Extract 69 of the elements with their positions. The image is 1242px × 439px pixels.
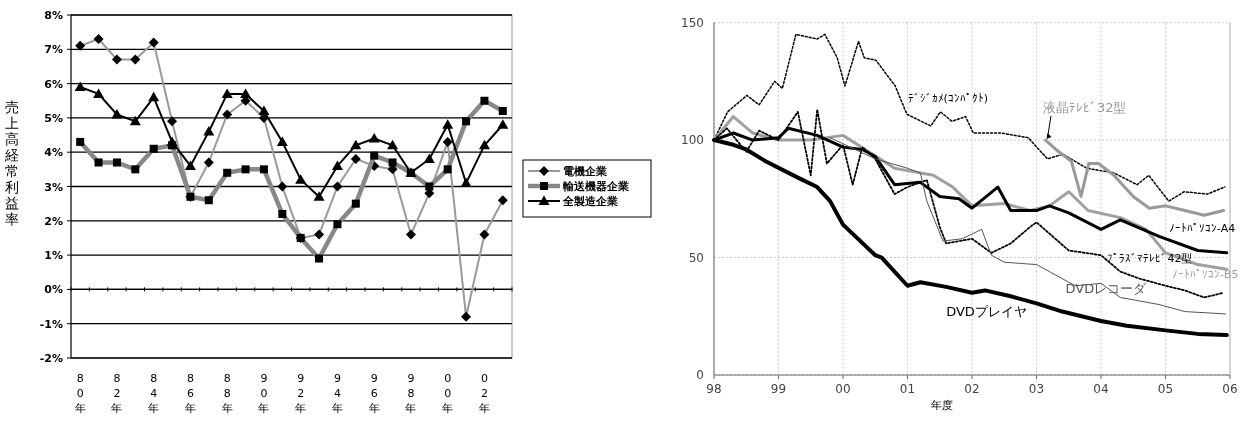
point — [184, 160, 196, 170]
point — [148, 91, 160, 102]
point — [74, 81, 86, 92]
y-tick-label: 0% — [44, 283, 63, 297]
y-tick-label: 4% — [44, 146, 63, 160]
point — [129, 115, 141, 126]
series-label: ﾉｰﾄﾊﾟｿｺﾝ-A4 — [1168, 221, 1236, 235]
y-tick-label: 3% — [44, 180, 63, 194]
y-tick-label: 150 — [681, 15, 704, 30]
x-tick-label: 90年 — [258, 372, 270, 415]
x-tick-label: 01 — [899, 382, 916, 396]
x-tick-label: 84年 — [148, 372, 160, 415]
y-tick-label: -2% — [39, 352, 63, 365]
x-axis-title: 年度 — [931, 399, 953, 412]
x-tick-label: 94年 — [331, 372, 343, 415]
point — [331, 160, 343, 170]
x-tick-label: 96年 — [368, 372, 380, 415]
point — [368, 132, 380, 143]
point — [111, 108, 123, 119]
x-tick-label: 80年 — [74, 372, 86, 415]
point — [295, 174, 307, 184]
series-label: ﾌﾟﾗｽﾞﾏﾃﾚﾋﾞ42型 — [1107, 252, 1193, 266]
x-tick-label: 92年 — [295, 372, 307, 415]
x-tick-label: 88年 — [221, 372, 233, 415]
y-tick-label: 5% — [44, 111, 63, 125]
point — [313, 191, 325, 201]
point — [258, 105, 270, 116]
y-tick-label: 0 — [696, 368, 704, 382]
point — [240, 88, 252, 98]
point — [423, 153, 435, 164]
point — [387, 139, 399, 150]
x-tick-label: 82年 — [111, 372, 123, 415]
y-tick-label: 2% — [44, 214, 63, 228]
x-tick-label: 06 — [1222, 382, 1238, 396]
x-tick-label: 99 — [770, 382, 787, 396]
x-tick-label: 02 — [964, 382, 980, 396]
x-tick-label: 02年 — [478, 372, 490, 415]
x-tick-label: 00年 — [442, 372, 454, 415]
y-axis-title: 売上高経常利益率 — [4, 99, 19, 227]
x-tick-label: 98 — [706, 382, 722, 396]
point — [203, 126, 215, 136]
x-tick-label: 00 — [835, 382, 851, 396]
x-tick-label: 98年 — [405, 372, 417, 415]
y-tick-label: -1% — [39, 317, 63, 331]
x-tick-label: 05 — [1157, 382, 1174, 396]
point — [276, 136, 288, 146]
series-label: ﾉｰﾄﾊﾟｿｺﾝ-B5 — [1171, 267, 1239, 281]
series-label: ﾃﾞｼﾞｶﾒ(ｺﾝﾊﾟｸﾄ) — [907, 92, 989, 106]
y-tick-label: 7% — [44, 43, 63, 57]
x-tick-label: 03 — [1028, 382, 1045, 396]
x-tick-label: 04 — [1093, 382, 1109, 396]
y-tick-label: 6% — [44, 77, 63, 91]
series-label: DVDプレイヤ — [946, 304, 1027, 320]
y-tick-label: 1% — [44, 249, 63, 263]
point — [93, 88, 105, 98]
series-label: 液晶ﾃﾚﾋﾞ32型 — [1042, 99, 1127, 115]
y-tick-label: 100 — [681, 133, 704, 148]
legend-label: 輸送機器企業 — [562, 180, 629, 193]
point — [478, 139, 490, 150]
point — [497, 119, 509, 129]
point — [221, 88, 233, 98]
point — [442, 119, 454, 129]
legend-label: 電機企業 — [563, 165, 607, 178]
x-tick-label: 86年 — [184, 372, 196, 415]
legend-label: 全製造企業 — [562, 195, 618, 208]
point — [166, 136, 178, 146]
y-tick-label: 8% — [44, 9, 63, 22]
y-tick-label: 50 — [688, 250, 704, 265]
point — [350, 139, 362, 150]
